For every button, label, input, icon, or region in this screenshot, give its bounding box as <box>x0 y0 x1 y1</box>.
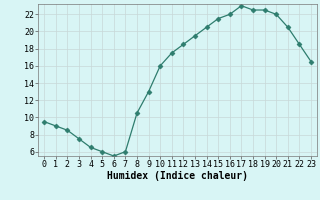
X-axis label: Humidex (Indice chaleur): Humidex (Indice chaleur) <box>107 171 248 181</box>
